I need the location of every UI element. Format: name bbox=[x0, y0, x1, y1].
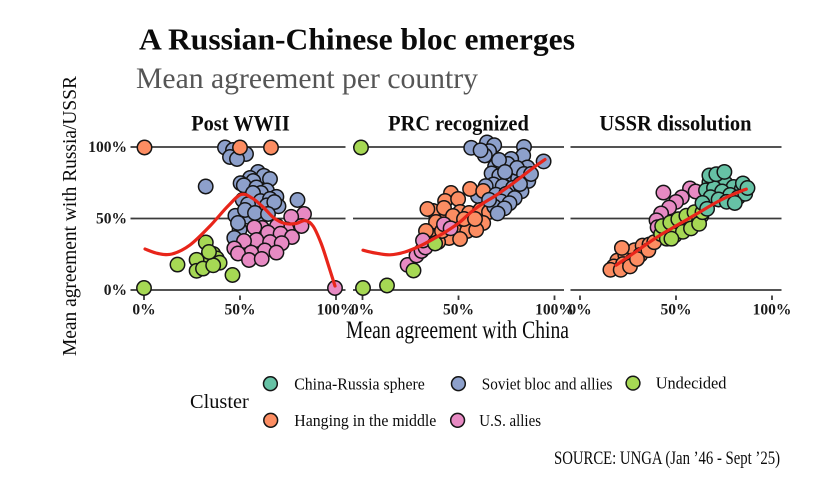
svg-text:Hanging in the middle: Hanging in the middle bbox=[294, 411, 436, 430]
svg-text:PRC recognized: PRC recognized bbox=[388, 111, 529, 136]
svg-text:U.S. allies: U.S. allies bbox=[479, 411, 541, 430]
svg-text:Mean agreement per country: Mean agreement per country bbox=[136, 62, 478, 95]
svg-text:0%: 0% bbox=[132, 301, 155, 318]
svg-text:Soviet bloc and allies: Soviet bloc and allies bbox=[482, 374, 613, 393]
svg-text:100%: 100% bbox=[88, 139, 127, 156]
svg-text:50%: 50% bbox=[443, 301, 474, 318]
svg-text:0%: 0% bbox=[104, 282, 127, 299]
svg-text:Cluster: Cluster bbox=[190, 392, 249, 413]
svg-text:USSR dissolution: USSR dissolution bbox=[599, 111, 751, 136]
svg-text:50%: 50% bbox=[96, 211, 127, 228]
svg-text:A Russian-Chinese bloc emerges: A Russian-Chinese bloc emerges bbox=[139, 21, 575, 56]
svg-text:100%: 100% bbox=[535, 301, 574, 318]
svg-text:0%: 0% bbox=[351, 301, 374, 318]
svg-text:SOURCE: UNGA (Jan ’46 - Sept ’: SOURCE: UNGA (Jan ’46 - Sept ’25) bbox=[554, 448, 780, 469]
svg-text:0%: 0% bbox=[568, 301, 591, 318]
svg-text:Mean agreement with China: Mean agreement with China bbox=[346, 317, 569, 344]
svg-text:100%: 100% bbox=[753, 301, 792, 318]
svg-text:Post WWII: Post WWII bbox=[191, 111, 290, 136]
svg-text:50%: 50% bbox=[225, 301, 256, 318]
svg-text:Mean agreement with Russia/USS: Mean agreement with Russia/USSR bbox=[59, 76, 81, 356]
svg-text:China-Russia sphere: China-Russia sphere bbox=[294, 374, 425, 393]
svg-text:Undecided: Undecided bbox=[656, 374, 727, 393]
svg-text:100%: 100% bbox=[317, 301, 356, 318]
svg-text:50%: 50% bbox=[661, 301, 692, 318]
